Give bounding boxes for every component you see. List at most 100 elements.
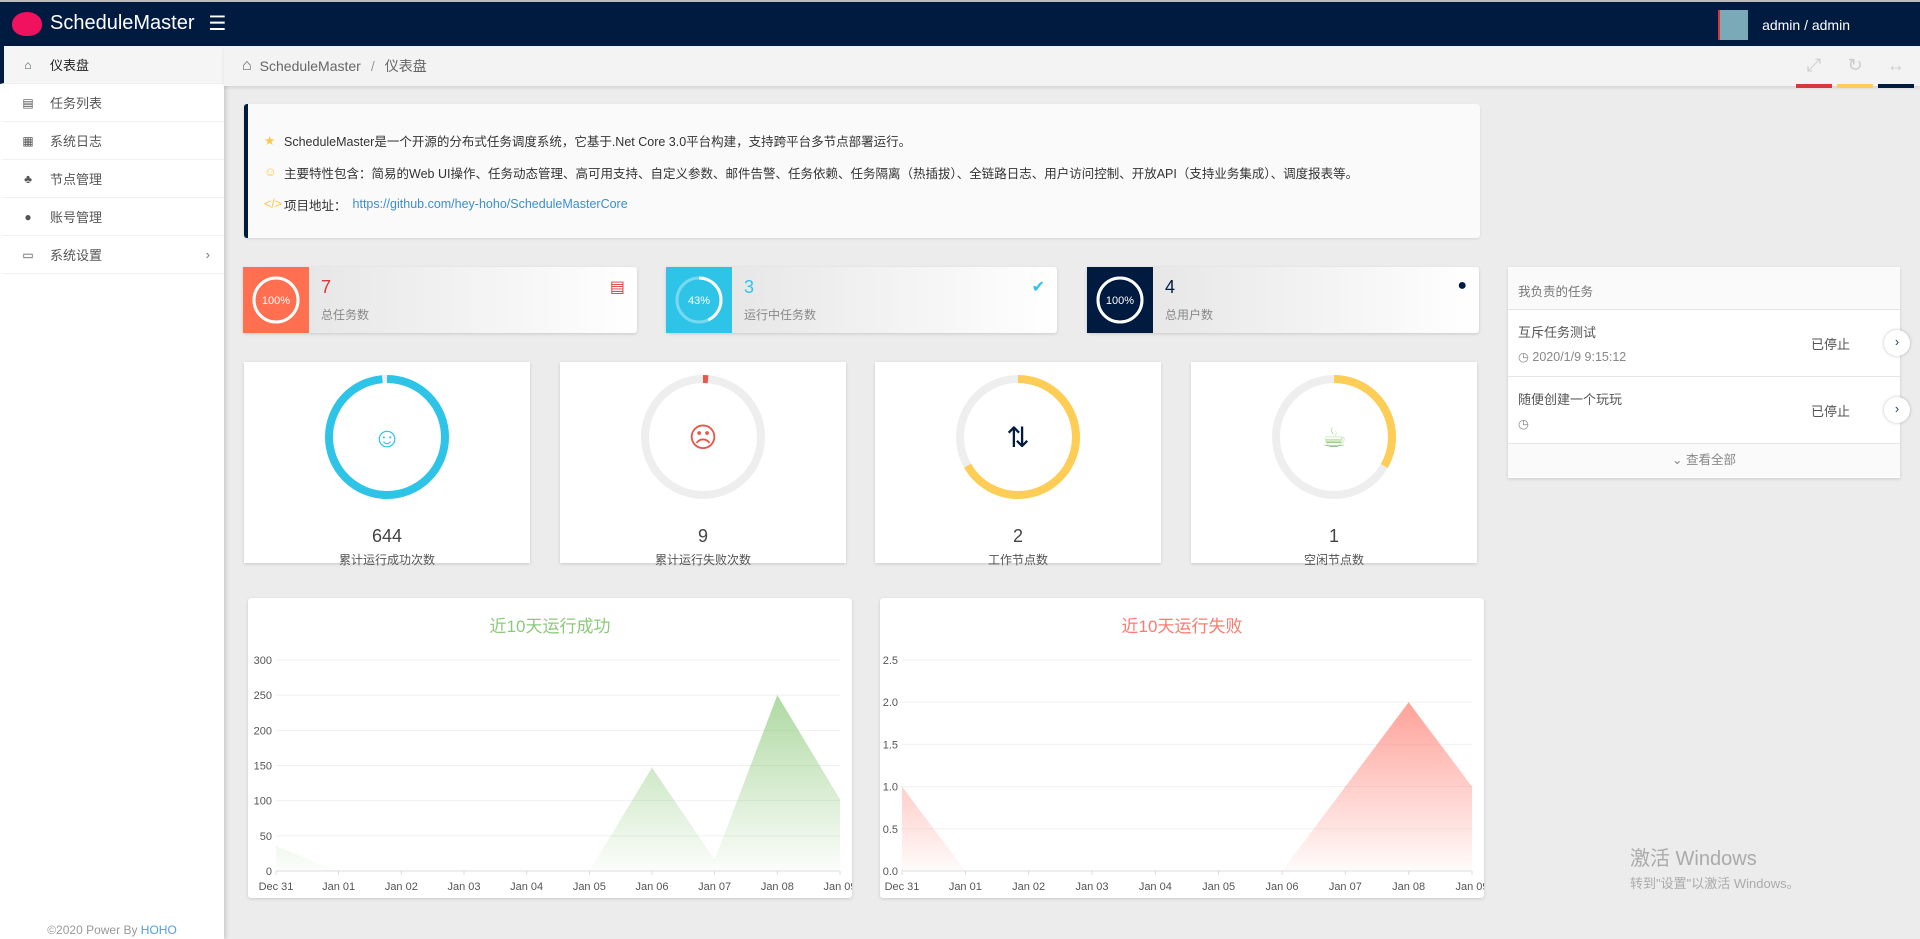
- task-item[interactable]: 互斥任务测试 ◷ 2020/1/9 9:15:12 已停止 ›: [1508, 310, 1910, 377]
- task-time: 2020/1/9 9:15:12: [1532, 350, 1627, 364]
- y-tick-label: 1.5: [883, 739, 898, 751]
- chevron-right-icon[interactable]: ›: [1884, 397, 1910, 423]
- x-tick-label: Dec 31: [259, 881, 294, 893]
- watermark-title: 激活 Windows: [1630, 848, 1757, 870]
- smile-icon: ☺: [373, 422, 402, 453]
- stat-card: 100% 4 总用户数 ●: [1087, 267, 1479, 333]
- failure-chart: 近10天运行失败 0.0 0.5 1.0 1.5 2.0 2.5 Dec 31 Jan 01 Ja…: [880, 598, 1489, 898]
- smile-icon: ☺: [264, 165, 277, 179]
- user-menu[interactable]: admin / admin: [1718, 10, 1850, 40]
- stat-card: 100% 7 总任务数 ▤: [243, 267, 637, 333]
- x-tick-label: Jan 06: [635, 881, 668, 893]
- breadcrumb-root[interactable]: ScheduleMaster: [259, 58, 361, 74]
- y-tick-label: 0.5: [883, 824, 898, 836]
- y-tick-label: 0.0: [883, 866, 898, 878]
- user-circle-icon: ●: [1457, 277, 1467, 294]
- sidebar-item-dashboard[interactable]: ⌂ 仪表盘: [0, 46, 224, 84]
- x-tick-label: Jan 02: [1012, 881, 1045, 893]
- data-point: [1091, 870, 1093, 872]
- task-name: 随便创建一个玩玩: [1518, 392, 1623, 407]
- chevron-right-icon[interactable]: ›: [1884, 330, 1910, 356]
- ring-card: ☕ 1 空闲节点数: [1191, 362, 1477, 567]
- percent-ring: 100%: [1087, 267, 1153, 333]
- clock-icon: ◷: [1518, 417, 1529, 431]
- notice-label: 项目地址：: [284, 198, 347, 213]
- frown-icon: ☹: [688, 422, 717, 453]
- sidebar-item-tasks[interactable]: ▤ 任务列表: [0, 84, 224, 122]
- footer-link[interactable]: HOHO: [140, 923, 177, 937]
- sidebar-item-nodes[interactable]: ♣ 节点管理: [0, 160, 224, 198]
- grid-icon: ▦: [22, 133, 34, 148]
- task-status: 已停止: [1810, 337, 1850, 352]
- data-point: [839, 798, 841, 800]
- stat-label: 运行中任务数: [744, 308, 817, 322]
- sidebar-item-accounts[interactable]: ● 账号管理: [0, 198, 224, 236]
- panel-title: 我负责的任务: [1508, 267, 1900, 310]
- task-status: 已停止: [1810, 404, 1850, 419]
- stat-card: 43% 3 运行中任务数 ✔: [666, 267, 1057, 333]
- ring-card: ☺ 644 累计运行成功次数: [244, 362, 530, 567]
- data-point: [338, 870, 340, 872]
- percent-text: 43%: [688, 295, 710, 307]
- ring-value: 644: [371, 526, 403, 546]
- x-tick-label: Jan 07: [698, 881, 731, 893]
- data-point: [1281, 870, 1283, 872]
- chart-title: 近10天运行失败: [1121, 617, 1243, 636]
- breadcrumb-current: 仪表盘: [384, 58, 427, 74]
- refresh-icon: ↻: [1847, 55, 1863, 75]
- coffee-icon: ☕: [1321, 422, 1346, 453]
- user-name: admin / admin: [1762, 17, 1850, 33]
- percent-text: 100%: [1106, 295, 1134, 307]
- sidebar-item-logs[interactable]: ▦ 系统日志: [0, 122, 224, 160]
- notice-line: ScheduleMaster是一个开源的分布式任务调度系统，它基于.Net Co…: [284, 134, 912, 149]
- percent-ring: 43%: [666, 267, 732, 333]
- sidebar: ⌂ 仪表盘 ▤ 任务列表 ▦ 系统日志 ♣ 节点管理 ● 账号管理 ▭ 系统设置 › ©202…: [0, 46, 224, 939]
- chevron-down-icon: ⌄: [1672, 453, 1683, 467]
- x-tick-label: Jan 08: [761, 881, 794, 893]
- data-point: [1154, 870, 1156, 872]
- star-icon: ★: [264, 133, 276, 148]
- project-link[interactable]: https://github.com/hey-hoho/ScheduleMast…: [352, 197, 628, 211]
- breadcrumb: ⌂ ScheduleMaster / 仪表盘 ⤢ ↻ ↔: [224, 46, 1920, 88]
- data-point: [400, 870, 402, 872]
- sidebar-item-settings[interactable]: ▭ 系统设置 ›: [0, 236, 224, 274]
- task-item[interactable]: 随便创建一个玩玩 ◷ 已停止 ›: [1508, 377, 1910, 444]
- intro-notice: ★ ScheduleMaster是一个开源的分布式任务调度系统，它基于.Net C…: [244, 104, 1480, 238]
- refresh-button[interactable]: ↻: [1837, 46, 1873, 88]
- x-tick-label: Jan 03: [1075, 881, 1108, 893]
- fullscreen-button[interactable]: ⤢: [1796, 46, 1832, 88]
- ring-label: 累计运行失败次数: [654, 553, 751, 567]
- menu-toggle-icon[interactable]: ☰: [208, 13, 227, 35]
- view-all-button[interactable]: ⌄ 查看全部: [1508, 444, 1900, 477]
- y-tick-label: 50: [260, 831, 272, 843]
- data-point: [463, 870, 465, 872]
- x-tick-label: Jan 04: [510, 881, 543, 893]
- data-point: [1408, 701, 1410, 703]
- y-tick-label: 250: [254, 690, 272, 702]
- data-point: [714, 859, 716, 861]
- home-icon: ⌂: [242, 57, 252, 74]
- x-tick-label: Jan 07: [1329, 881, 1362, 893]
- ring-gauge: ☕: [1272, 375, 1396, 499]
- retweet-icon: ⇅: [1006, 422, 1029, 453]
- data-point: [1218, 870, 1220, 872]
- y-tick-label: 100: [254, 796, 272, 808]
- chevron-right-icon: ›: [205, 247, 210, 262]
- x-tick-label: Jan 05: [573, 881, 606, 893]
- y-tick-label: 2.5: [883, 655, 898, 667]
- desktop-icon: ▭: [22, 247, 34, 262]
- data-point: [901, 786, 903, 788]
- avatar: [1718, 10, 1749, 40]
- x-tick-label: Jan 04: [1139, 881, 1172, 893]
- x-tick-label: Jan 06: [1265, 881, 1298, 893]
- percent-ring: 100%: [243, 267, 309, 333]
- success-chart: 近10天运行成功 0 50 100 150 200 250 300 Dec 31 Jan 01 Ja…: [248, 598, 857, 898]
- x-tick-label: Jan 01: [322, 881, 355, 893]
- logo[interactable]: ScheduleMaster ☰: [12, 11, 226, 36]
- ring-card: ⇅ 2 工作节点数: [875, 362, 1161, 567]
- sidebar-item-label: 任务列表: [50, 96, 103, 111]
- x-tick-label: Jan 02: [385, 881, 418, 893]
- data-point: [275, 845, 277, 847]
- width-toggle-button[interactable]: ↔: [1878, 46, 1914, 88]
- x-tick-label: Jan 05: [1202, 881, 1235, 893]
